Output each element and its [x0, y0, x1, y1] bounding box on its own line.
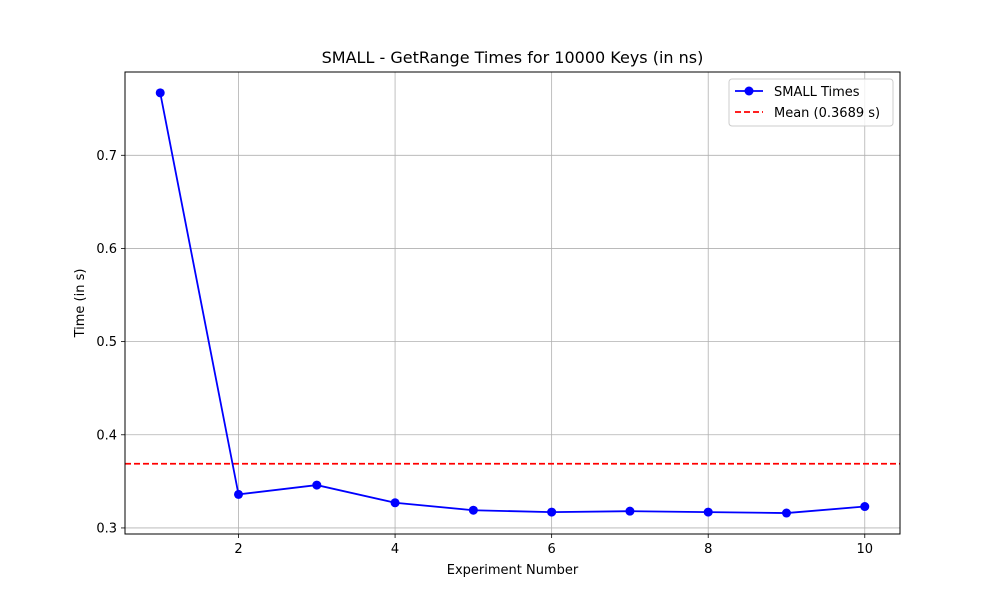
data-point — [781, 508, 791, 518]
y-tick-label: 0.7 — [96, 149, 117, 164]
legend-mean-label: Mean (0.3689 s) — [774, 106, 880, 121]
x-tick-label: 2 — [234, 542, 242, 557]
data-point — [155, 88, 165, 98]
legend-series-label: SMALL Times — [774, 85, 860, 100]
data-point — [703, 507, 713, 517]
data-point — [860, 502, 870, 512]
legend-series-marker — [744, 86, 754, 96]
grid — [125, 72, 900, 534]
data-point — [547, 507, 557, 517]
y-axis-label: Time (in s) — [73, 269, 88, 339]
x-tick-label: 8 — [704, 542, 712, 557]
x-tick-label: 4 — [391, 542, 399, 557]
y-tick-label: 0.5 — [96, 335, 117, 350]
x-tick-label: 10 — [856, 542, 873, 557]
data-point — [390, 498, 400, 508]
data-point — [234, 489, 244, 499]
y-axis: 0.3 0.4 0.5 0.6 0.7 — [96, 149, 125, 536]
data-point — [625, 506, 635, 516]
series-line — [159, 92, 865, 514]
plot-frame — [124, 71, 901, 535]
x-axis-label: Experiment Number — [447, 563, 579, 578]
legend: SMALL Times Mean (0.3689 s) — [728, 78, 894, 127]
legend-box — [728, 78, 894, 127]
x-axis: 2 4 6 8 10 — [234, 534, 873, 557]
data-point — [312, 480, 322, 490]
y-tick-label: 0.4 — [96, 428, 117, 443]
y-tick-label: 0.6 — [96, 242, 117, 257]
series-group — [155, 88, 870, 518]
x-tick-label: 6 — [548, 542, 556, 557]
y-tick-label: 0.3 — [96, 521, 117, 536]
data-point — [468, 505, 478, 515]
chart-title: SMALL - GetRange Times for 10000 Keys (i… — [322, 48, 704, 67]
